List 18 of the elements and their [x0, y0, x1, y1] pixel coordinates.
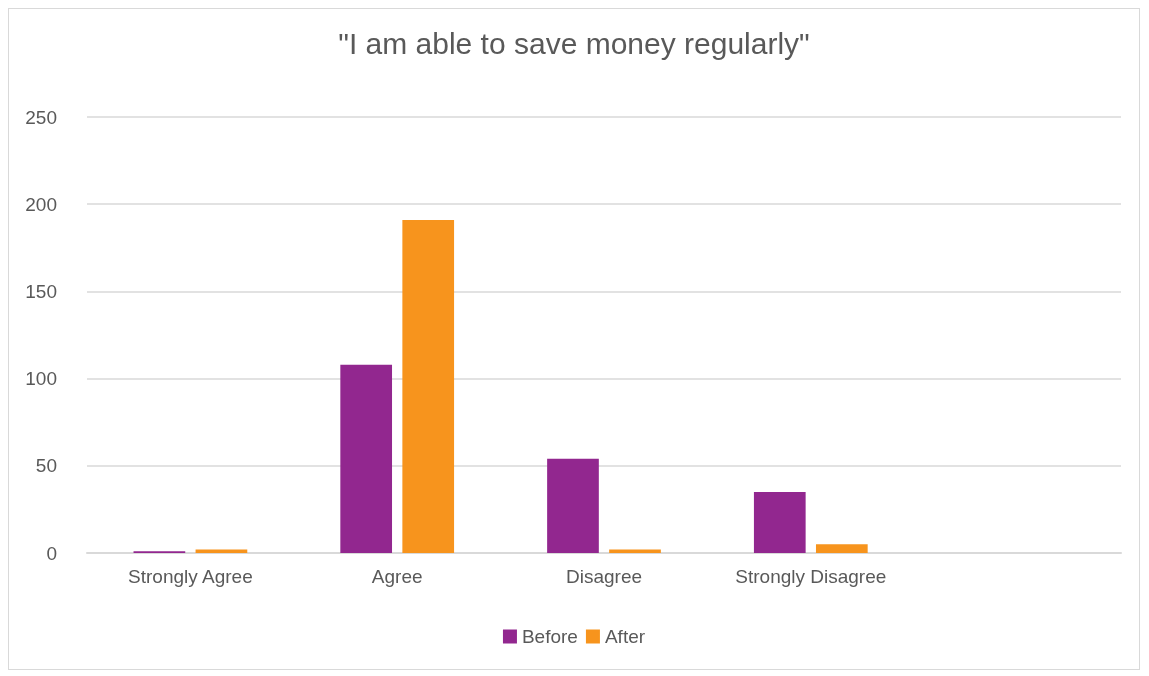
bar — [547, 458, 599, 553]
bar — [753, 491, 806, 553]
legend-label: Before — [521, 626, 578, 647]
x-tick-label: Agree — [371, 566, 423, 587]
chart-title: "I am able to save money regularly" — [338, 26, 810, 60]
bar — [402, 219, 455, 553]
x-tick-label: Strongly Agree — [128, 566, 253, 587]
x-tick-label: Disagree — [565, 566, 643, 587]
x-tick-label: Strongly Disagree — [735, 566, 887, 587]
y-tick-label: 250 — [25, 106, 57, 128]
y-tick-label: 0 — [46, 542, 57, 564]
y-tick-label: 200 — [25, 193, 57, 215]
legend-label: After — [604, 626, 646, 647]
y-tick-label: 50 — [35, 455, 57, 477]
y-tick-label: 150 — [25, 280, 57, 302]
bar — [815, 544, 868, 553]
bar — [340, 364, 393, 553]
y-tick-label: 100 — [25, 368, 57, 390]
